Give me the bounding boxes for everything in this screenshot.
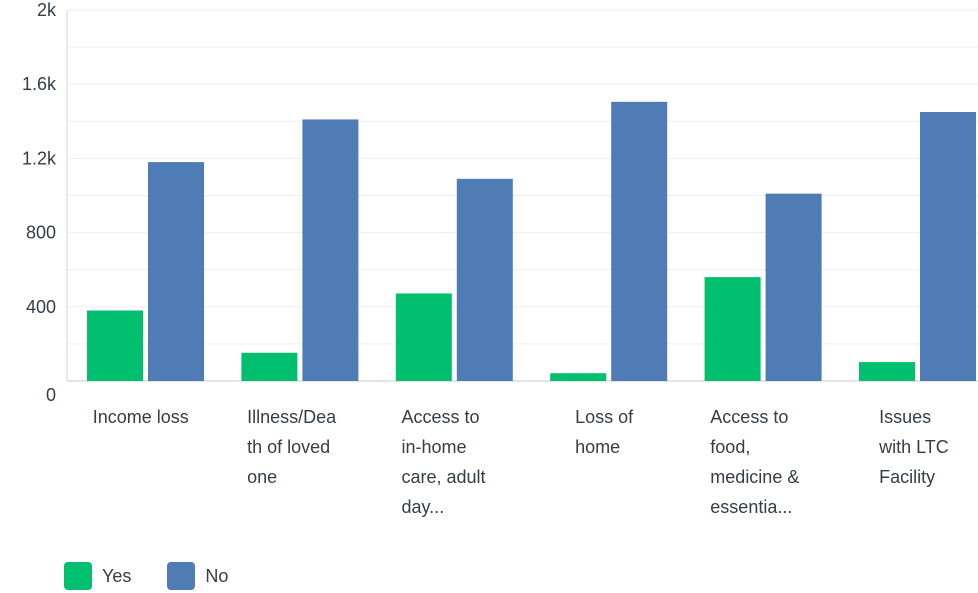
bar-no-5[interactable]: [920, 112, 976, 382]
bars: [87, 101, 976, 382]
legend-item-yes[interactable]: Yes: [64, 562, 131, 590]
legend-swatch-no: [167, 562, 196, 590]
legend-item-no[interactable]: No: [167, 562, 228, 590]
bar-no-0[interactable]: [148, 162, 204, 381]
y-axis-ticks: 0 400 800 1.2k 1.6k 2k: [22, 0, 57, 405]
bar-yes-1[interactable]: [241, 352, 298, 381]
bar-no-2[interactable]: [456, 178, 513, 381]
x-category-label: Illness/Dea th of loved one: [247, 407, 337, 487]
x-category-label: Issues with LTC Facility: [878, 407, 949, 487]
x-category-label: Loss of home: [575, 407, 634, 457]
y-tick-label: 2k: [37, 0, 57, 20]
y-tick-label: 800: [26, 223, 56, 243]
x-category-label: Access to food, medicine & essentia...: [710, 407, 799, 517]
legend: Yes No: [64, 562, 264, 590]
bar-yes-3[interactable]: [550, 373, 607, 381]
y-tick-label: 0: [46, 385, 56, 405]
y-tick-label: 1.2k: [22, 148, 57, 168]
legend-label-no: No: [205, 565, 229, 586]
y-tick-label: 1.6k: [22, 74, 57, 94]
gridlines: [67, 9, 978, 382]
x-axis-labels: Income loss Illness/Dea th of loved one Acce…: [93, 407, 949, 517]
bar-chart: 0 400 800 1.2k 1.6k 2k Income loss Illness/Dea…: [22, 0, 978, 517]
x-category-label: Access to in-home care, adult day...: [402, 407, 486, 517]
y-tick-label: 400: [26, 297, 56, 317]
bar-yes-2[interactable]: [395, 293, 452, 381]
bar-no-3[interactable]: [611, 101, 668, 381]
legend-swatch-yes: [64, 562, 92, 590]
bar-yes-0[interactable]: [87, 310, 143, 381]
bar-yes-5[interactable]: [859, 362, 915, 381]
legend-label-yes: Yes: [102, 565, 132, 586]
x-category-label: Income loss: [93, 407, 189, 427]
bar-yes-4[interactable]: [704, 277, 761, 381]
bar-no-4[interactable]: [765, 193, 822, 381]
bar-no-1[interactable]: [302, 119, 359, 381]
